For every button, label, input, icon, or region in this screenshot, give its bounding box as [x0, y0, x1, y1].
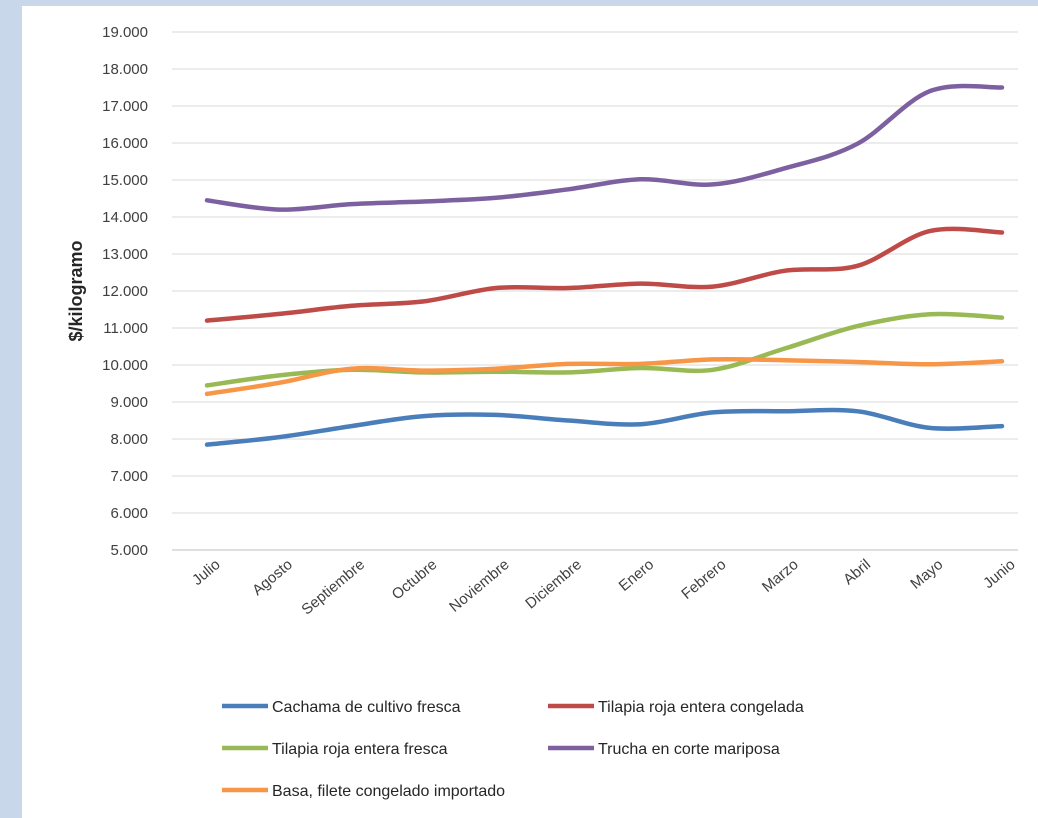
x-tick-label: Abril [840, 556, 874, 588]
series-line [204, 407, 1005, 447]
y-tick-label: 15.000 [102, 172, 148, 189]
y-axis-title: $/kilogramo [66, 240, 86, 341]
y-tick-label: 16.000 [102, 135, 148, 152]
x-tick-label: Marzo [759, 556, 802, 596]
y-tick-label: 7.000 [110, 468, 148, 485]
y-tick-label: 12.000 [102, 283, 148, 300]
legend-item: Trucha en corte mariposa [548, 741, 780, 758]
y-tick-label: 8.000 [110, 431, 148, 448]
legend-item: Tilapia roja entera congelada [548, 699, 804, 716]
y-tick-label: 13.000 [102, 246, 148, 263]
legend: Cachama de cultivo fresca Tilapia roja en… [222, 699, 804, 800]
legend-label: Trucha en corte mariposa [598, 741, 780, 758]
legend-item: Basa, filete congelado importado [222, 783, 505, 800]
y-axis-ticks: 5.000 6.000 7.000 8.000 9.000 10.000 11.000 12.… [102, 24, 148, 559]
y-tick-label: 19.000 [102, 24, 148, 41]
grid-lines [172, 31, 1018, 551]
series-line [204, 83, 1005, 212]
series-line [204, 226, 1005, 323]
x-tick-label: Agosto [249, 556, 296, 599]
legend-item: Tilapia roja entera fresca [222, 741, 448, 758]
y-tick-label: 11.000 [103, 320, 148, 337]
x-tick-label: Mayo [907, 556, 946, 593]
legend-item: Cachama de cultivo fresca [222, 699, 461, 716]
series-lines [204, 83, 1005, 447]
x-tick-label: Diciembre [522, 556, 585, 612]
x-tick-label: Enero [616, 556, 658, 595]
legend-label: Tilapia roja entera congelada [598, 699, 804, 716]
y-tick-label: 14.000 [102, 209, 148, 226]
chart-panel: 5.000 6.000 7.000 8.000 9.000 10.000 11.000 12.… [22, 6, 1038, 818]
y-tick-label: 5.000 [110, 542, 148, 559]
x-axis-ticks: Julio Agosto Septiembre Octubre Noviembre Dic… [189, 556, 1019, 618]
legend-label: Cachama de cultivo fresca [272, 699, 461, 716]
series-line [204, 356, 1005, 397]
y-tick-label: 6.000 [110, 505, 148, 522]
y-tick-label: 17.000 [102, 98, 148, 115]
x-tick-label: Septiembre [298, 556, 368, 618]
x-tick-label: Junio [980, 556, 1018, 592]
x-tick-label: Octubre [389, 556, 441, 603]
x-tick-label: Febrero [678, 556, 729, 603]
line-chart: 5.000 6.000 7.000 8.000 9.000 10.000 11.000 12.… [66, 24, 1019, 800]
x-tick-label: Julio [189, 556, 224, 589]
y-tick-label: 10.000 [102, 357, 148, 374]
y-tick-label: 18.000 [102, 61, 148, 78]
y-tick-label: 9.000 [110, 394, 148, 411]
x-tick-label: Noviembre [446, 556, 512, 616]
legend-label: Basa, filete congelado importado [272, 783, 505, 800]
legend-label: Tilapia roja entera fresca [272, 741, 448, 758]
